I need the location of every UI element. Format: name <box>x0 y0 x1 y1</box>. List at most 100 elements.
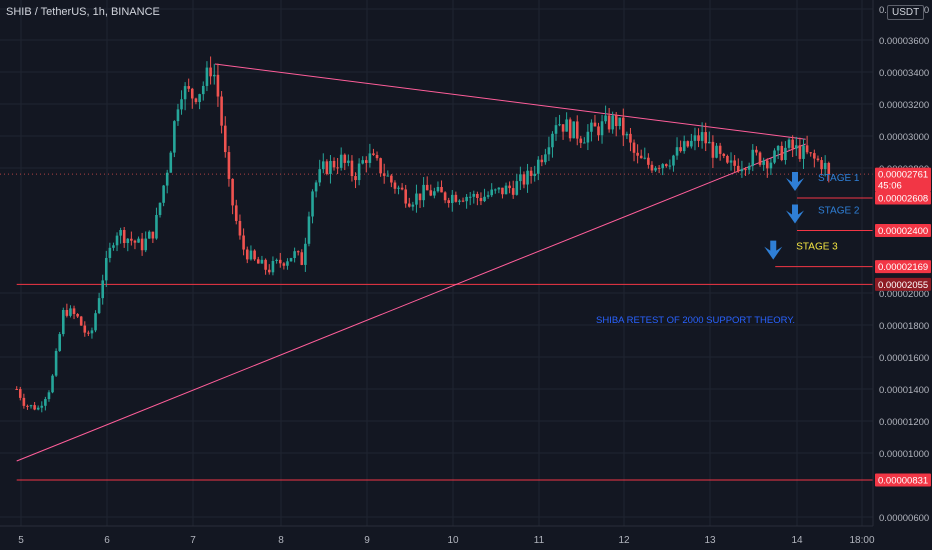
candle-body <box>271 260 275 273</box>
theory-annotation: SHIBA RETEST OF 2000 SUPPORT THEORY. <box>596 315 795 326</box>
candle-body <box>643 157 647 159</box>
candle-body <box>433 191 436 196</box>
candle-body <box>311 191 314 217</box>
candle-body <box>668 165 672 167</box>
candle-body <box>586 131 590 143</box>
candle-body <box>354 176 357 181</box>
candle-body <box>22 397 26 406</box>
candle-body <box>497 187 501 190</box>
candle-body <box>590 122 593 132</box>
price-tag <box>875 277 931 291</box>
price-tag <box>875 224 931 237</box>
candle-body <box>791 139 794 149</box>
candle-body <box>639 155 643 159</box>
price-tag <box>875 473 931 487</box>
time-axis[interactable]: 5 6 7 8 9 10 11 12 13 14 18:00 <box>0 525 932 550</box>
candle-body <box>275 259 278 261</box>
candle-body <box>361 160 364 164</box>
candle-body <box>805 145 809 153</box>
candle-body <box>26 405 29 407</box>
candle-body <box>144 238 147 251</box>
candle-body <box>368 153 372 163</box>
support-trendline[interactable] <box>16 143 806 462</box>
stage-annotations: STAGE 1 STAGE 2 STAGE 3 <box>764 172 873 268</box>
candle-body <box>798 145 802 159</box>
candle-body <box>147 231 151 239</box>
candle-body <box>565 119 568 132</box>
time-tick-label: 8 <box>278 535 284 546</box>
candle-body <box>436 186 440 192</box>
candle-body <box>715 145 718 158</box>
resistance-trendline[interactable] <box>214 63 806 140</box>
currency-button[interactable]: USDT <box>887 5 925 20</box>
price-tag-label: 0.00002055 <box>878 280 928 291</box>
candle-body <box>747 165 751 170</box>
candle-body <box>411 204 415 207</box>
candle-body <box>425 184 429 191</box>
candle-body <box>332 160 336 168</box>
candle-body <box>267 269 271 273</box>
candle-body <box>758 152 762 165</box>
candle-body <box>661 164 664 169</box>
candle-body <box>296 251 300 253</box>
candle-body <box>231 178 234 206</box>
candle-body <box>122 230 126 244</box>
candle-body <box>490 189 493 196</box>
candle-body <box>76 313 79 317</box>
stage-arrow-icon <box>786 172 804 191</box>
candle-body <box>158 202 162 215</box>
candle-body <box>561 124 565 132</box>
candle-body <box>339 154 343 168</box>
candle-body <box>234 205 238 221</box>
candle-body <box>468 196 472 198</box>
candle-body <box>762 160 765 165</box>
candle-body <box>672 155 675 166</box>
trendlines <box>16 63 806 462</box>
candle-body <box>744 169 747 171</box>
candle-body <box>536 159 540 174</box>
price-tag-label: 0.00002169 <box>878 262 928 273</box>
price-tag <box>875 260 931 274</box>
candle-body <box>314 182 318 192</box>
price-tick-label: 0.00002000 <box>879 289 929 300</box>
candle-body <box>194 98 198 103</box>
candle-body <box>597 126 600 136</box>
price-tick-label: 0.00003200 <box>879 100 929 111</box>
candle-body <box>115 235 119 246</box>
candle-body <box>33 405 36 410</box>
candle-body <box>54 350 58 376</box>
candle-body <box>519 174 522 182</box>
candle-body <box>508 185 511 189</box>
candle-body <box>101 280 104 299</box>
chart-grid <box>0 0 873 526</box>
candle-body <box>544 154 547 163</box>
candle-body <box>755 149 758 153</box>
stage-arrow-icon <box>764 240 783 260</box>
candle-body <box>697 135 700 141</box>
candle-body <box>479 198 483 202</box>
candle-body <box>90 330 94 334</box>
candle-body <box>126 238 130 244</box>
candle-body <box>780 145 784 161</box>
time-tick-label: 6 <box>104 535 110 546</box>
candle-body <box>679 147 682 152</box>
candle-body <box>238 220 242 236</box>
candle-body <box>693 135 697 141</box>
candle-body <box>813 153 816 159</box>
candle-body <box>654 167 657 171</box>
candle-body <box>440 186 443 193</box>
candle-body <box>607 115 611 130</box>
price-axis-bg <box>873 0 932 550</box>
candle-body <box>51 375 54 393</box>
candle-body <box>97 298 101 314</box>
candle-body <box>293 251 296 259</box>
candle-body <box>264 259 267 270</box>
candle-body <box>397 187 400 189</box>
candle-body <box>827 162 831 175</box>
candle-body <box>618 117 622 127</box>
candle-body <box>511 188 515 195</box>
price-axis[interactable]: 0.000038000.000036000.000034000.00003200… <box>872 0 932 550</box>
candle-body <box>209 67 212 77</box>
